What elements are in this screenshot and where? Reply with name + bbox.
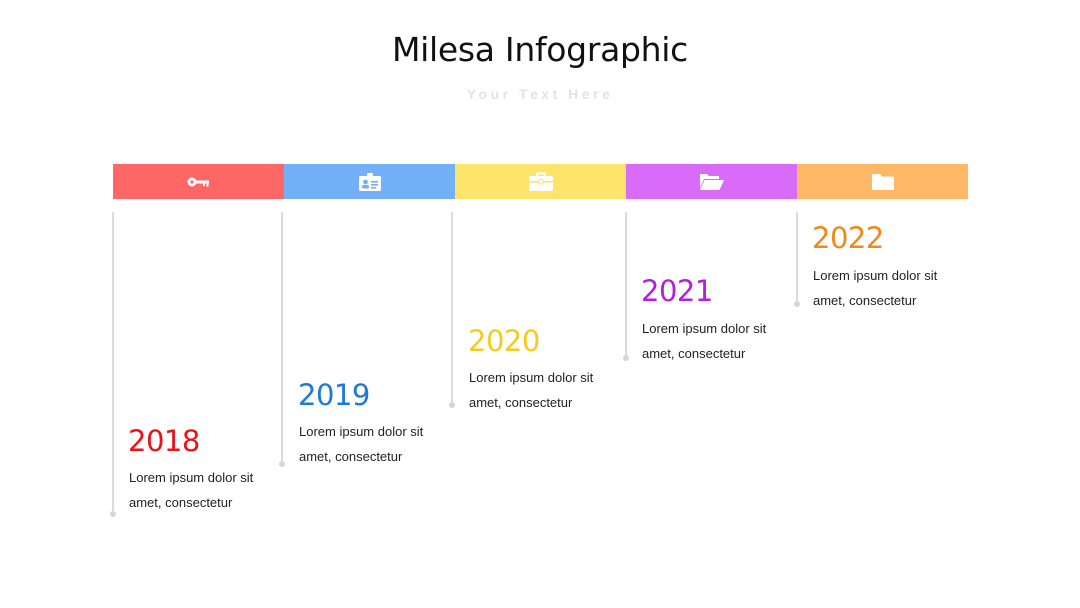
timeline-stem-2019 <box>281 212 283 464</box>
key-icon <box>187 177 209 186</box>
timeline-segment-2019 <box>284 164 455 199</box>
timeline-dot-2020 <box>449 402 455 408</box>
timeline-segment-2021 <box>626 164 797 199</box>
timeline-stem-2018 <box>112 212 114 514</box>
timeline-desc-2021: Lorem ipsum dolor sit amet, consectetur <box>642 321 767 361</box>
timeline-stem-2021 <box>625 212 627 358</box>
timeline-year-2019: 2019 <box>298 378 370 412</box>
timeline-year-2022: 2022 <box>812 221 884 255</box>
timeline-desc-2019: Lorem ipsum dolor sit amet, consectetur <box>299 424 424 464</box>
briefcase-icon <box>528 172 553 191</box>
timeline-dot-2018 <box>110 511 116 517</box>
timeline-year-2020: 2020 <box>468 324 540 358</box>
timeline-segment-2020 <box>455 164 626 199</box>
timeline-bar <box>113 164 968 199</box>
timeline-stem-2022 <box>796 212 798 304</box>
timeline-year-2018: 2018 <box>128 424 200 458</box>
folder-icon <box>871 174 894 190</box>
id-card-icon <box>358 172 381 191</box>
folder-open-icon <box>699 174 724 190</box>
timeline-segment-2018 <box>113 164 284 199</box>
timeline-dot-2021 <box>623 355 629 361</box>
timeline-year-2021: 2021 <box>641 274 713 308</box>
timeline-stem-2020 <box>451 212 453 405</box>
timeline-desc-2022: Lorem ipsum dolor sit amet, consectetur <box>813 268 938 308</box>
timeline-desc-2018: Lorem ipsum dolor sit amet, consectetur <box>129 470 254 510</box>
timeline-segment-2022 <box>797 164 968 199</box>
timeline-desc-2020: Lorem ipsum dolor sit amet, consectetur <box>469 370 594 410</box>
timeline-dot-2019 <box>279 461 285 467</box>
page-subtitle: Your Text Here <box>466 86 614 102</box>
timeline-dot-2022 <box>794 301 800 307</box>
page-title: Milesa Infographic <box>392 30 688 69</box>
